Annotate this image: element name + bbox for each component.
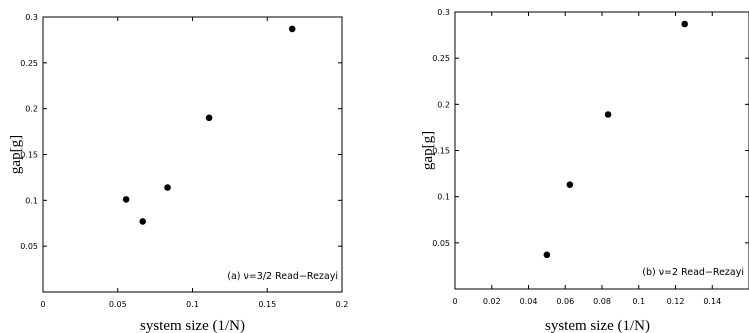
data-point [681, 20, 688, 28]
y-tick-label: 0.25 [432, 54, 450, 63]
x-tick-label: 0.08 [593, 297, 611, 306]
panel-annotation: (a) ν=3/2 Read−Rezayi [227, 271, 338, 282]
data-point [139, 218, 147, 225]
x-tick-label: 0.06 [556, 297, 574, 306]
data-point [288, 25, 296, 33]
plot-frame [42, 16, 343, 293]
y-tick-label: 0.25 [20, 59, 38, 68]
data-point [604, 111, 612, 118]
y-tick-label: 0.15 [432, 147, 450, 156]
y-tick-label: 0.15 [20, 151, 38, 160]
x-tick-label: 0.2 [336, 300, 349, 309]
x-tick-label: 0.1 [632, 297, 645, 306]
y-tick-label: 0.1 [25, 196, 38, 205]
y-tick-label: 0.3 [25, 13, 38, 22]
x-tick-label: 0 [40, 300, 45, 309]
x-tick-label: 0.12 [667, 297, 685, 306]
data-point [566, 181, 574, 188]
y-tick-label: 0.2 [25, 105, 38, 114]
x-tick-label: 0.14 [703, 297, 721, 306]
x-tick-label: 0 [452, 297, 457, 306]
x-axis-label: system size (1/N) [140, 318, 245, 333]
x-axis-label: system size (1/N) [545, 318, 650, 333]
x-tick-label: 0.02 [483, 297, 501, 306]
chart-panel-a: 0 0.05 0.1 0.15 0.2 0.05 0.1 0.15 0.2 0.25 0.3 (a) … [8, 13, 348, 333]
y-axis-label: gap[g] [420, 131, 436, 170]
x-tick-label: 0.04 [520, 297, 538, 306]
y-tick-label: 0.05 [432, 239, 450, 248]
x-tick-label: 0.15 [258, 300, 276, 309]
panel-annotation: (b) ν=2 Read−Rezayi [642, 267, 744, 278]
data-point [122, 196, 130, 203]
data-point [205, 114, 213, 122]
y-tick-label: 0.3 [437, 8, 450, 17]
x-tick-label: 0.1 [186, 300, 199, 309]
x-tick-label: 0.05 [109, 300, 127, 309]
plot-frame [454, 11, 749, 290]
data-point [543, 251, 551, 259]
y-tick-label: 0.05 [20, 242, 38, 251]
chart-panel-b: 0 0.02 0.04 0.06 0.08 0.1 0.12 0.14 0.05 0.1 0.15 0… [420, 8, 749, 333]
y-tick-label: 0.2 [437, 100, 450, 109]
y-tick-label: 0.1 [437, 193, 450, 202]
data-point [164, 184, 171, 191]
y-axis-label: gap[g] [8, 135, 24, 174]
